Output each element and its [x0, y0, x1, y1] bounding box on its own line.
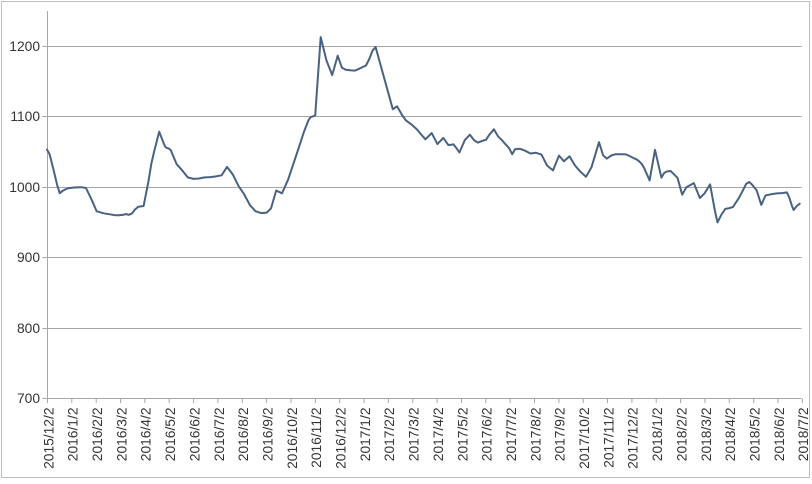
- svg-text:2017/12/2: 2017/12/2: [626, 408, 641, 469]
- svg-text:2016/2/2: 2016/2/2: [90, 408, 105, 462]
- svg-text:2016/6/2: 2016/6/2: [187, 408, 202, 462]
- svg-text:2017/11/2: 2017/11/2: [601, 408, 616, 468]
- svg-text:2017/8/2: 2017/8/2: [528, 408, 543, 462]
- svg-text:1100: 1100: [10, 109, 40, 124]
- svg-text:2016/10/2: 2016/10/2: [285, 408, 300, 469]
- svg-text:2018/5/2: 2018/5/2: [748, 408, 763, 462]
- svg-text:2017/9/2: 2017/9/2: [553, 408, 568, 462]
- svg-text:2017/6/2: 2017/6/2: [480, 408, 495, 462]
- svg-text:700: 700: [17, 391, 40, 406]
- svg-text:2018/2/2: 2018/2/2: [674, 408, 689, 462]
- svg-text:2018/1/2: 2018/1/2: [650, 408, 665, 462]
- svg-text:2016/7/2: 2016/7/2: [212, 408, 227, 462]
- svg-text:2016/12/2: 2016/12/2: [334, 408, 349, 469]
- svg-text:2017/3/2: 2017/3/2: [407, 408, 422, 462]
- svg-text:2017/7/2: 2017/7/2: [504, 408, 519, 462]
- svg-text:800: 800: [17, 321, 40, 336]
- svg-text:2016/3/2: 2016/3/2: [114, 408, 129, 462]
- svg-text:2016/9/2: 2016/9/2: [260, 408, 275, 462]
- svg-text:2018/4/2: 2018/4/2: [723, 408, 738, 462]
- svg-text:1000: 1000: [9, 180, 40, 195]
- svg-text:900: 900: [17, 250, 40, 265]
- svg-text:2017/5/2: 2017/5/2: [455, 408, 470, 462]
- svg-text:2017/4/2: 2017/4/2: [431, 408, 446, 462]
- svg-text:2018/7/2: 2018/7/2: [796, 408, 811, 462]
- svg-text:2016/5/2: 2016/5/2: [163, 408, 178, 462]
- svg-text:2017/2/2: 2017/2/2: [382, 408, 397, 462]
- svg-text:2018/6/2: 2018/6/2: [772, 408, 787, 462]
- svg-text:2016/11/2: 2016/11/2: [309, 408, 324, 468]
- svg-text:2017/1/2: 2017/1/2: [358, 408, 373, 462]
- svg-text:2018/3/2: 2018/3/2: [699, 408, 714, 462]
- svg-text:2016/8/2: 2016/8/2: [236, 408, 251, 462]
- svg-text:2017/10/2: 2017/10/2: [577, 408, 592, 469]
- svg-text:1200: 1200: [9, 39, 40, 54]
- svg-text:2016/4/2: 2016/4/2: [139, 408, 154, 462]
- svg-text:2016/1/2: 2016/1/2: [66, 408, 81, 462]
- svg-text:2015/12/2: 2015/12/2: [41, 408, 56, 469]
